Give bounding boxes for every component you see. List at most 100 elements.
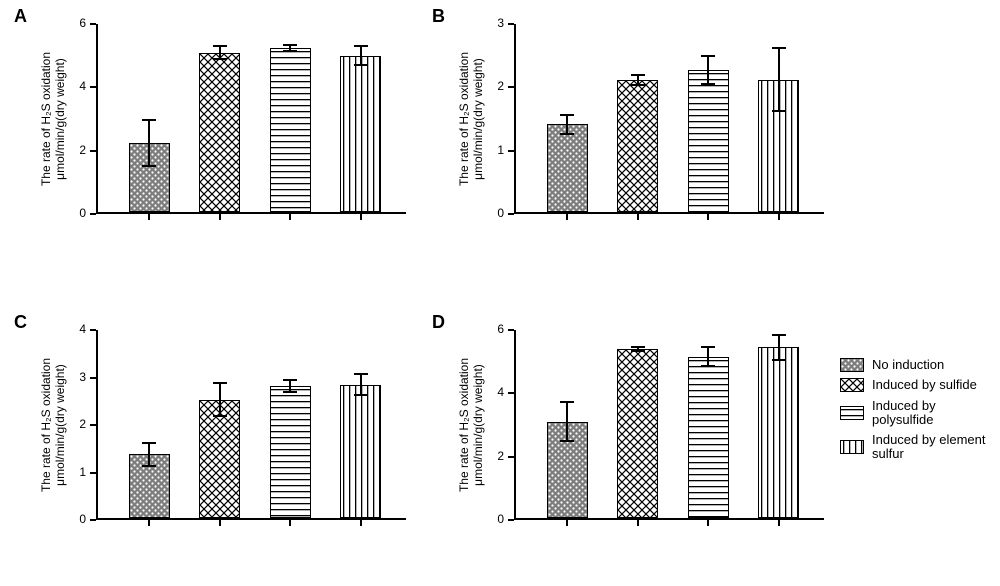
y-axis-label: The rate of H₂S oxidation μmol/min/g(dry… — [458, 330, 486, 520]
plot-D: 0246The rate of H₂S oxidation μmol/min/g… — [514, 330, 824, 520]
y-tick-label: 6 — [484, 322, 504, 336]
x-tick — [637, 214, 639, 220]
figure-root: { "layout": { "width_px": 1000, "height_… — [0, 0, 1000, 586]
x-tick — [289, 520, 291, 526]
panel-letter-D: D — [432, 312, 445, 333]
error-cap — [354, 45, 368, 47]
y-tick — [90, 150, 96, 152]
legend-label: Induced by sulfide — [872, 378, 977, 392]
legend-item: Induced by sulfide — [840, 378, 1000, 392]
x-tick — [148, 214, 150, 220]
bar — [688, 357, 729, 518]
legend-label: Induced by polysulfide — [872, 399, 1000, 428]
y-tick — [508, 213, 514, 215]
error-cap — [213, 45, 227, 47]
y-tick — [90, 329, 96, 331]
x-tick — [360, 520, 362, 526]
y-axis — [514, 330, 516, 520]
bar — [340, 385, 381, 518]
x-tick — [219, 214, 221, 220]
y-tick — [90, 23, 96, 25]
y-tick — [508, 23, 514, 25]
y-tick — [508, 519, 514, 521]
error-bar — [360, 46, 362, 65]
error-cap — [560, 114, 574, 116]
y-tick — [90, 519, 96, 521]
y-tick-label: 3 — [484, 16, 504, 30]
error-cap — [213, 415, 227, 417]
error-cap — [701, 346, 715, 348]
panel-letter-A: A — [14, 6, 27, 27]
error-cap — [631, 74, 645, 76]
y-tick — [90, 86, 96, 88]
y-tick-label: 4 — [484, 385, 504, 399]
error-cap — [142, 442, 156, 444]
bar — [547, 124, 588, 212]
x-tick — [566, 520, 568, 526]
bar — [617, 80, 658, 212]
plot-B: 0123The rate of H₂S oxidation μmol/min/g… — [514, 24, 824, 214]
bar — [617, 349, 658, 518]
y-axis — [96, 24, 98, 214]
error-cap — [560, 133, 574, 135]
error-cap — [560, 440, 574, 442]
legend-item: Induced by polysulfide — [840, 399, 1000, 428]
error-cap — [631, 84, 645, 86]
x-tick — [778, 520, 780, 526]
error-bar — [219, 383, 221, 416]
error-cap — [354, 373, 368, 375]
error-cap — [772, 47, 786, 49]
y-axis-label: The rate of H₂S oxidation μmol/min/g(dry… — [40, 330, 68, 520]
error-cap — [354, 394, 368, 396]
x-tick — [289, 214, 291, 220]
error-cap — [560, 401, 574, 403]
y-tick — [90, 213, 96, 215]
x-tick — [637, 520, 639, 526]
error-cap — [142, 165, 156, 167]
y-tick — [508, 456, 514, 458]
error-cap — [772, 359, 786, 361]
x-tick — [707, 214, 709, 220]
error-cap — [772, 334, 786, 336]
error-bar — [148, 443, 150, 466]
y-axis-label: The rate of H₂S oxidation μmol/min/g(dry… — [458, 24, 486, 214]
legend-swatch — [840, 406, 864, 420]
error-bar — [707, 347, 709, 366]
error-cap — [213, 382, 227, 384]
y-tick — [90, 424, 96, 426]
panel-letter-C: C — [14, 312, 27, 333]
y-tick-label: 2 — [484, 79, 504, 93]
y-tick — [508, 86, 514, 88]
bar — [688, 70, 729, 212]
error-cap — [701, 365, 715, 367]
y-tick — [508, 329, 514, 331]
x-tick — [219, 520, 221, 526]
y-axis — [514, 24, 516, 214]
y-tick-label: 0 — [484, 512, 504, 526]
bar — [199, 53, 240, 213]
y-tick — [508, 150, 514, 152]
error-cap — [354, 64, 368, 66]
plot-A: 0246The rate of H₂S oxidation μmol/min/g… — [96, 24, 406, 214]
x-tick — [148, 520, 150, 526]
error-bar — [360, 374, 362, 395]
y-tick-label: 2 — [66, 143, 86, 157]
legend-swatch — [840, 440, 864, 454]
legend-item: No induction — [840, 358, 1000, 372]
error-cap — [772, 110, 786, 112]
error-cap — [631, 350, 645, 352]
x-tick — [360, 214, 362, 220]
error-cap — [142, 465, 156, 467]
legend: No induction Induced by sulfide Induced by… — [840, 358, 1000, 468]
error-cap — [701, 55, 715, 57]
y-tick-label: 6 — [66, 16, 86, 30]
error-bar — [566, 402, 568, 441]
error-cap — [142, 119, 156, 121]
error-cap — [283, 50, 297, 52]
error-cap — [283, 44, 297, 46]
error-cap — [631, 346, 645, 348]
y-axis — [96, 330, 98, 520]
y-tick-label: 2 — [66, 417, 86, 431]
error-bar — [566, 115, 568, 134]
error-cap — [701, 83, 715, 85]
